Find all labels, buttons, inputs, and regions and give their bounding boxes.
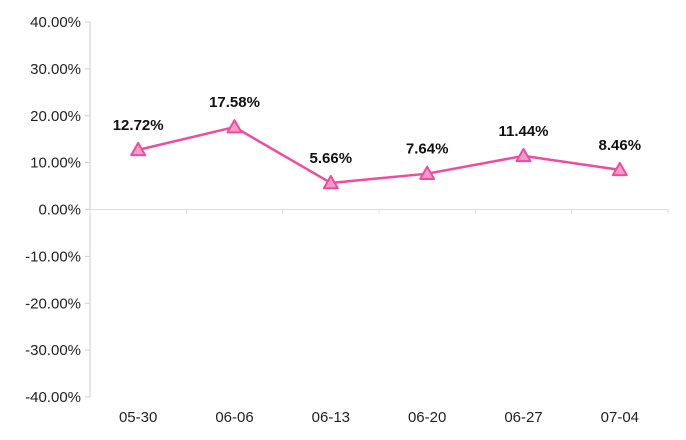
x-tick-label: 05-30 xyxy=(119,409,157,426)
y-tick-label: 20.00% xyxy=(30,108,81,125)
data-label: 5.66% xyxy=(310,150,353,167)
data-labels: 12.72% 17.58% 5.66% 7.64% 11.44% 8.46% xyxy=(113,94,641,167)
data-label: 8.46% xyxy=(599,137,642,154)
x-tick-label: 06-27 xyxy=(504,409,542,426)
series-line xyxy=(137,125,621,185)
data-point-marker xyxy=(419,165,436,180)
data-point-marker xyxy=(611,161,628,177)
data-point-marker xyxy=(226,119,243,134)
data-label: 12.72% xyxy=(113,117,164,134)
y-tick-label: 10.00% xyxy=(30,155,81,172)
y-tick-label: -40.00% xyxy=(25,389,81,406)
data-point-marker xyxy=(322,174,339,190)
y-tick-label: -10.00% xyxy=(25,248,81,265)
x-tick-label: 06-06 xyxy=(215,409,253,426)
y-tick-label: -30.00% xyxy=(25,342,81,359)
series-group xyxy=(130,119,628,190)
y-axis-ticks: 40.00% 30.00% 20.00% 10.00% 0.00% -10.00% -20.… xyxy=(25,14,90,406)
data-label: 11.44% xyxy=(498,123,548,140)
data-point-marker xyxy=(515,147,532,163)
x-tick-label: 07-04 xyxy=(601,409,639,426)
y-tick-label: 0.00% xyxy=(38,202,81,219)
y-tick-label: 30.00% xyxy=(30,61,81,78)
y-tick-label: 40.00% xyxy=(30,14,81,31)
data-point-marker xyxy=(130,141,147,157)
data-label: 7.64% xyxy=(406,141,449,158)
data-label: 17.58% xyxy=(209,94,260,111)
x-tick-label: 06-20 xyxy=(408,409,446,426)
x-tick-label: 06-13 xyxy=(312,409,350,426)
y-tick-label: -20.00% xyxy=(25,295,81,312)
x-axis-ticks: 05-30 06-06 06-13 06-20 06-27 07-04 xyxy=(89,209,669,426)
